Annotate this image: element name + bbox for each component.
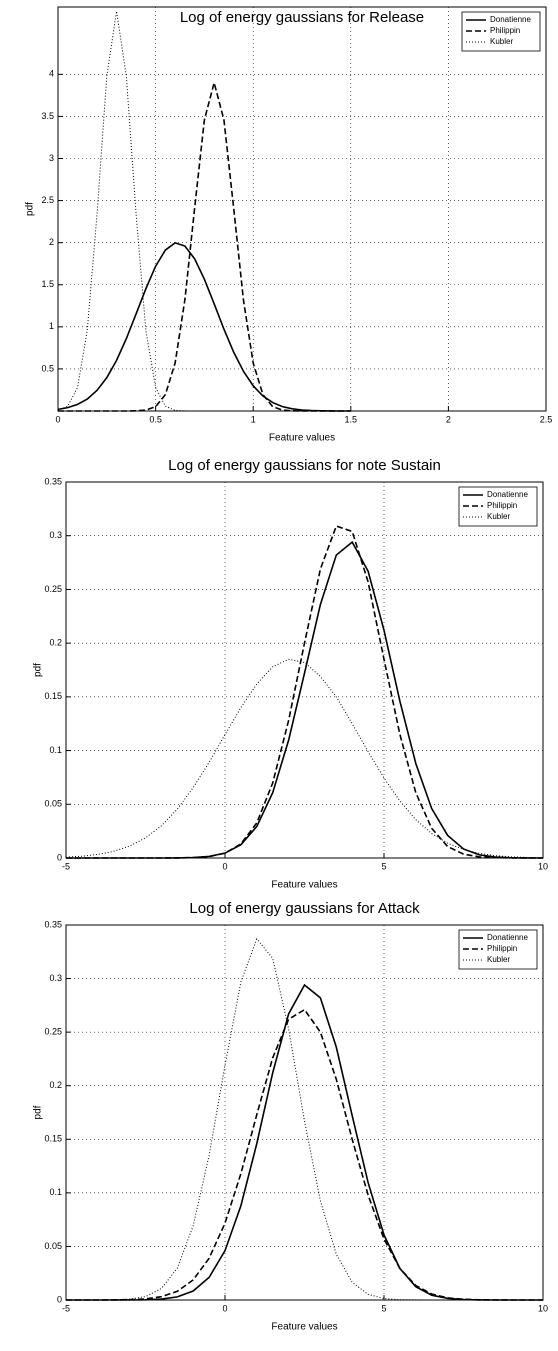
x-axis-label: Feature values bbox=[271, 880, 337, 891]
legend-label: Philippin bbox=[487, 944, 517, 953]
series-line bbox=[66, 983, 543, 1301]
y-tick-label: 0.1 bbox=[49, 745, 62, 755]
y-tick-label: 0.05 bbox=[44, 799, 62, 809]
series-line bbox=[66, 540, 544, 859]
x-tick-label: 1 bbox=[251, 414, 256, 424]
legend-label: Kubler bbox=[487, 512, 510, 521]
plot-frame bbox=[65, 924, 544, 1301]
y-tick-label: 3 bbox=[49, 153, 54, 163]
series-line bbox=[66, 525, 543, 859]
plot-frame bbox=[57, 6, 547, 412]
chart-title: Log of energy gaussians for Attack bbox=[189, 900, 420, 917]
y-tick-label: 0.3 bbox=[49, 530, 62, 540]
x-tick-label: -5 bbox=[62, 861, 70, 871]
y-axis-label: pdf bbox=[33, 663, 44, 677]
y-tick-label: 1.5 bbox=[41, 279, 54, 289]
x-tick-label: 10 bbox=[538, 861, 548, 871]
x-tick-label: 1.5 bbox=[345, 414, 358, 424]
y-tick-label: 0.2 bbox=[49, 1080, 62, 1090]
y-tick-label: 0.15 bbox=[44, 1134, 62, 1144]
y-tick-label: 0.3 bbox=[49, 973, 62, 983]
chart-title: Log of energy gaussians for Release bbox=[180, 9, 424, 26]
y-tick-label: 0.25 bbox=[44, 1027, 62, 1037]
y-axis-label: pdf bbox=[25, 202, 36, 216]
y-tick-label: 0.25 bbox=[44, 584, 62, 594]
x-tick-label: 0 bbox=[55, 414, 60, 424]
series-line bbox=[57, 11, 351, 412]
series-line bbox=[58, 79, 351, 412]
y-tick-label: 0.05 bbox=[44, 1241, 62, 1251]
legend-label: Kubler bbox=[487, 955, 510, 964]
legend-label: Donatienne bbox=[490, 15, 531, 24]
y-tick-label: 2.5 bbox=[41, 195, 54, 205]
x-tick-label: 5 bbox=[381, 1303, 386, 1313]
legend-label: Philippin bbox=[490, 26, 520, 35]
series-line bbox=[65, 658, 544, 859]
chart-title: Log of energy gaussians for note Sustain bbox=[168, 457, 441, 474]
legend-label: Donatienne bbox=[487, 490, 528, 499]
legend-label: Donatienne bbox=[487, 933, 528, 942]
x-tick-label: 0.5 bbox=[149, 414, 162, 424]
y-tick-label: 0.5 bbox=[41, 363, 54, 373]
x-axis-label: Feature values bbox=[271, 1322, 337, 1333]
series-line bbox=[66, 937, 543, 1301]
series-line bbox=[66, 1008, 543, 1301]
y-tick-label: 0.35 bbox=[44, 919, 62, 929]
y-tick-label: 0.1 bbox=[49, 1187, 62, 1197]
y-axis-label: pdf bbox=[33, 1105, 44, 1119]
y-tick-label: 1 bbox=[49, 321, 54, 331]
x-axis-label: Feature values bbox=[269, 433, 335, 444]
legend-label: Philippin bbox=[487, 501, 517, 510]
legend-box bbox=[458, 486, 538, 527]
y-tick-label: 0 bbox=[57, 1294, 62, 1304]
x-tick-label: 2 bbox=[446, 414, 451, 424]
plot-frame bbox=[65, 481, 544, 859]
y-tick-label: 0.2 bbox=[49, 638, 62, 648]
x-tick-label: 10 bbox=[538, 1303, 548, 1313]
y-tick-label: 3.5 bbox=[41, 111, 54, 121]
y-tick-label: 4 bbox=[49, 69, 54, 79]
x-tick-label: 2.5 bbox=[540, 414, 553, 424]
x-tick-label: 0 bbox=[222, 861, 227, 871]
series-line bbox=[57, 241, 351, 412]
x-tick-label: 0 bbox=[222, 1303, 227, 1313]
y-tick-label: 2 bbox=[49, 237, 54, 247]
y-tick-label: 0.35 bbox=[44, 476, 62, 486]
y-tick-label: 0 bbox=[57, 852, 62, 862]
x-tick-label: 5 bbox=[381, 861, 386, 871]
x-tick-label: -5 bbox=[62, 1303, 70, 1313]
y-tick-label: 0.15 bbox=[44, 691, 62, 701]
legend-label: Kubler bbox=[490, 37, 513, 46]
